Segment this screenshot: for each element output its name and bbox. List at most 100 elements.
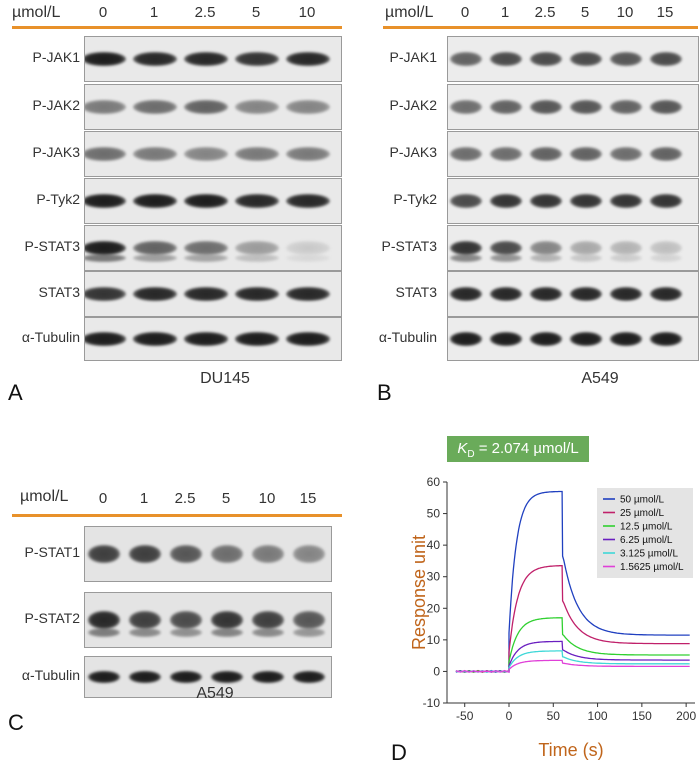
blot-band xyxy=(211,545,243,563)
y-tick-label: 60 xyxy=(427,475,441,489)
panel-c-unit-label: µmol/L xyxy=(20,488,69,505)
blot-band xyxy=(650,254,682,263)
blot-label: P-JAK3 xyxy=(389,144,437,160)
blot-strip xyxy=(84,271,342,317)
panel-b-conc-0: 0 xyxy=(460,4,470,21)
blot-band xyxy=(85,332,126,346)
blot-band xyxy=(184,99,228,115)
blot-band xyxy=(450,146,482,162)
blot-band xyxy=(530,286,562,302)
x-tick-label: 0 xyxy=(506,709,513,723)
series-line xyxy=(455,640,690,673)
blot-label: P-JAK3 xyxy=(32,144,80,160)
kd-value: = 2.074 µmol/L xyxy=(474,440,579,457)
blot-label: P-JAK1 xyxy=(32,49,80,65)
blot-band xyxy=(490,146,522,162)
blot-strip xyxy=(447,317,699,361)
blot-band xyxy=(490,51,522,67)
blot-band xyxy=(286,332,330,346)
blot-band xyxy=(490,99,522,115)
spr-chart: -10 0 10 20 30 40 50 60 -50 0 50 100 150 200 Time (s) R… xyxy=(409,475,696,760)
blot-label: α-Tubulin xyxy=(21,329,80,345)
panel-a-conc-3: 5 xyxy=(251,4,261,21)
x-tick-label: 200 xyxy=(676,709,696,723)
blot-band xyxy=(450,99,482,115)
panel-d: KD = 2.074 µmol/L -10 0 10 20 30 40 50 60 -50 0 50… xyxy=(355,430,700,766)
panel-a-unit-label: µmol/L xyxy=(12,4,61,21)
blot-band xyxy=(490,286,522,302)
legend-entry: 25 µmol/L xyxy=(620,508,665,519)
panel-b-letter: B xyxy=(377,380,392,405)
blot-band xyxy=(235,254,279,263)
blot-band xyxy=(610,254,642,263)
blot-band xyxy=(570,240,602,256)
panel-b-conc-1: 1 xyxy=(500,4,510,21)
blot-band xyxy=(570,51,602,67)
panel-d-letter: D xyxy=(391,740,407,765)
legend-entry: 12.5 µmol/L xyxy=(620,522,673,533)
blot-band xyxy=(85,286,126,302)
blot-strip xyxy=(84,131,342,177)
blot-band xyxy=(133,332,177,346)
blot-band xyxy=(133,51,177,67)
blot-band xyxy=(85,193,126,209)
blot-strip xyxy=(447,84,699,130)
blot-band xyxy=(85,99,126,115)
blot-band xyxy=(133,99,177,115)
blot-band xyxy=(570,254,602,263)
blot-band xyxy=(88,611,120,629)
blot-band xyxy=(129,627,161,638)
blot-band xyxy=(170,545,202,563)
blot-band xyxy=(530,99,562,115)
blot-band xyxy=(490,332,522,346)
y-axis-label: Response unit xyxy=(409,535,429,650)
blot-band xyxy=(490,254,522,263)
kd-sub: D xyxy=(467,449,475,460)
blot-band xyxy=(286,146,330,162)
blot-label: P-JAK2 xyxy=(389,97,437,113)
panel-a-orange-rule xyxy=(12,26,342,29)
legend-entry: 1.5625 µmol/L xyxy=(620,562,684,573)
blot-band xyxy=(293,545,325,563)
blot-band xyxy=(610,99,642,115)
blot-band xyxy=(252,611,284,629)
panel-c: µmol/L 0 1 2.5 5 10 15 P-STAT1 P-STAT2 α-Tubuli… xyxy=(0,470,350,766)
blot-band xyxy=(133,254,177,263)
series-line xyxy=(455,659,690,674)
blot-band xyxy=(490,193,522,209)
blot-band xyxy=(530,193,562,209)
x-axis-label: Time (s) xyxy=(538,740,603,760)
y-tick-label: 30 xyxy=(427,570,441,584)
x-tick-label: 150 xyxy=(632,709,652,723)
blot-band xyxy=(286,99,330,115)
blot-band xyxy=(450,51,482,67)
panel-b-conc-2: 2.5 xyxy=(534,4,556,21)
panel-a: µmol/L 0 1 2.5 5 10 P-JAK1 P-JAK2 P-JAK3 P-Tyk2… xyxy=(0,0,350,410)
panel-c-orange-rule xyxy=(12,514,342,517)
kd-k: K xyxy=(457,440,468,457)
blot-band xyxy=(129,611,161,629)
blot-band xyxy=(450,254,482,263)
blot-band xyxy=(85,254,126,263)
y-tick-label: 0 xyxy=(433,664,440,678)
blot-band xyxy=(650,99,682,115)
panel-a-conc-1: 1 xyxy=(149,4,159,21)
panel-c-cell-line: A549 xyxy=(196,685,234,702)
kd-box: KD = 2.074 µmol/L xyxy=(447,436,589,462)
blot-band xyxy=(235,332,279,346)
panel-a-conc-2: 2.5 xyxy=(194,4,216,21)
blot-band xyxy=(133,286,177,302)
blot-band xyxy=(570,193,602,209)
blot-band xyxy=(650,51,682,67)
blot-band xyxy=(530,254,562,263)
blot-band xyxy=(85,51,126,67)
blot-band xyxy=(293,611,325,629)
series-line xyxy=(455,650,690,673)
blot-band xyxy=(530,240,562,256)
panel-b-conc-3: 5 xyxy=(580,4,590,21)
blot-band xyxy=(88,670,120,684)
series-line xyxy=(455,565,690,673)
y-tick-label: -10 xyxy=(423,696,441,710)
blot-strip xyxy=(447,271,699,317)
blot-band xyxy=(450,286,482,302)
